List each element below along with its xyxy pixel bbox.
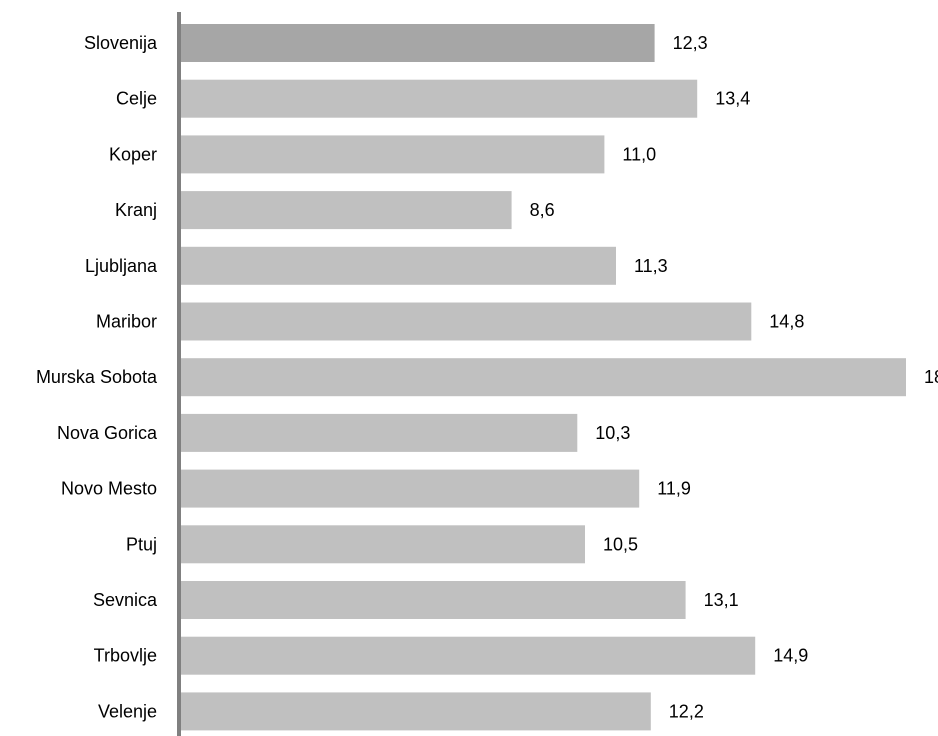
bars-group — [179, 24, 906, 731]
bar-6 — [179, 358, 906, 397]
category-label: Slovenija — [84, 33, 158, 53]
value-labels-group: 12,3 13,4 11,0 8,6 11,3 14,8 18,8 10,3 11,9 10,5 1… — [530, 33, 938, 721]
value-label: 11,3 — [634, 256, 668, 276]
value-label: 14,9 — [773, 646, 808, 666]
category-label: Maribor — [96, 312, 157, 332]
bar-1 — [179, 79, 698, 118]
value-label: 8,6 — [530, 200, 555, 220]
value-label: 11,9 — [657, 479, 691, 499]
category-label: Sevnica — [93, 590, 158, 610]
category-label: Kranj — [115, 200, 157, 220]
category-label: Velenje — [98, 701, 157, 721]
bar-4 — [179, 246, 616, 285]
value-label: 12,3 — [673, 33, 708, 53]
value-label: 10,5 — [603, 534, 638, 554]
category-label: Nova Gorica — [57, 423, 158, 443]
bar-3 — [179, 191, 512, 230]
category-label: Murska Sobota — [36, 367, 158, 387]
value-label: 14,8 — [769, 312, 804, 332]
category-label: Novo Mesto — [61, 479, 157, 499]
bar-2 — [179, 135, 605, 174]
value-label: 11,0 — [622, 144, 656, 164]
value-label: 10,3 — [595, 423, 630, 443]
value-label: 12,2 — [669, 701, 704, 721]
category-label: Ptuj — [126, 534, 157, 554]
value-label: 18,8 — [924, 367, 938, 387]
bar-10 — [179, 581, 686, 619]
bar-11 — [179, 636, 756, 675]
bar-8 — [179, 469, 640, 508]
category-label: Celje — [116, 89, 157, 109]
bar-5 — [179, 302, 752, 341]
bar-0 — [179, 24, 655, 62]
category-label: Trbovlje — [94, 646, 157, 666]
bar-9 — [179, 525, 585, 564]
category-labels-group: Slovenija Celje Koper Kranj Ljubljana Maribor… — [36, 33, 158, 721]
category-label: Ljubljana — [85, 256, 158, 276]
category-label: Koper — [109, 144, 157, 164]
bar-7 — [179, 413, 578, 452]
value-label: 13,1 — [704, 590, 739, 610]
value-label: 13,4 — [715, 89, 750, 109]
bar-12 — [179, 692, 651, 731]
